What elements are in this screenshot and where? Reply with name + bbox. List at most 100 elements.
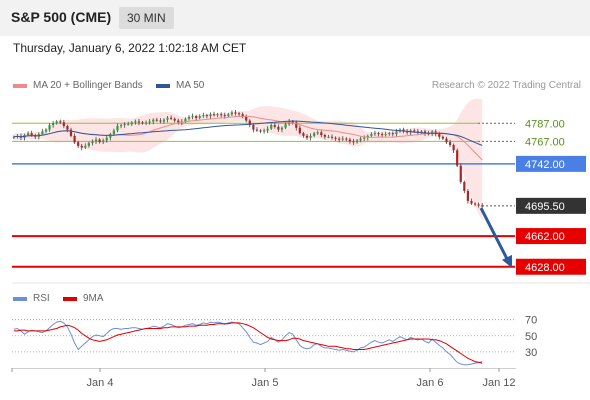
candle bbox=[316, 130, 319, 135]
candle-body bbox=[144, 122, 148, 124]
rsi-series-RSI bbox=[13, 320, 483, 366]
candle-body bbox=[338, 138, 341, 140]
candle-body bbox=[370, 134, 373, 136]
candle-body bbox=[391, 133, 394, 135]
candle-body bbox=[445, 138, 448, 143]
candle bbox=[102, 138, 105, 145]
candle bbox=[220, 112, 223, 118]
forecast-arrow-head bbox=[502, 254, 512, 268]
candle-body bbox=[62, 122, 65, 126]
candle bbox=[170, 115, 173, 121]
level-tag-4662.00 bbox=[516, 228, 586, 245]
candle bbox=[205, 113, 208, 119]
candle bbox=[216, 112, 219, 117]
candle bbox=[441, 135, 444, 140]
candle bbox=[112, 128, 116, 136]
candle bbox=[202, 112, 205, 118]
candle bbox=[227, 112, 230, 118]
candle-body bbox=[481, 205, 484, 207]
candle bbox=[98, 138, 101, 144]
legend-ma20-label: MA 20 + Bollinger Bands bbox=[33, 80, 143, 91]
candle bbox=[48, 123, 51, 132]
candle-body bbox=[248, 120, 251, 126]
candle bbox=[280, 126, 284, 133]
candle-body bbox=[438, 134, 441, 137]
candle-body bbox=[334, 137, 337, 139]
candle-body bbox=[305, 135, 309, 138]
candle bbox=[363, 135, 366, 141]
candle bbox=[255, 127, 259, 132]
candle-body bbox=[416, 131, 419, 133]
candle bbox=[134, 119, 137, 125]
legend-9ma-label: 9MA bbox=[83, 293, 104, 304]
legend-rsi: RSI bbox=[13, 293, 50, 304]
candle-body bbox=[187, 116, 191, 119]
candle-body bbox=[130, 122, 133, 125]
candle-body bbox=[245, 116, 248, 121]
candle bbox=[62, 119, 65, 129]
candle bbox=[341, 136, 344, 141]
candle-body bbox=[252, 125, 255, 130]
x-label-Jan 12: Jan 12 bbox=[482, 377, 515, 389]
candle-body bbox=[198, 116, 201, 118]
candle-body bbox=[80, 145, 83, 148]
candle-body bbox=[463, 181, 466, 191]
candle-body bbox=[127, 124, 130, 126]
candle bbox=[230, 110, 234, 117]
candle-body bbox=[191, 116, 194, 118]
candle bbox=[80, 143, 83, 151]
candle bbox=[73, 133, 76, 145]
candle-body bbox=[452, 144, 455, 151]
candle-body bbox=[280, 127, 284, 130]
candle-body bbox=[141, 122, 144, 124]
candle bbox=[69, 127, 73, 138]
candle bbox=[166, 115, 169, 123]
candle-body bbox=[388, 133, 391, 135]
candle-body bbox=[273, 125, 276, 127]
candle bbox=[105, 135, 108, 143]
candle-body bbox=[205, 115, 208, 117]
candle bbox=[391, 131, 394, 137]
candle bbox=[302, 131, 305, 138]
forecast-arrow-shaft bbox=[479, 207, 509, 260]
candle bbox=[334, 136, 337, 141]
candle bbox=[59, 119, 62, 125]
ma50-line bbox=[13, 120, 483, 146]
legend-9ma-swatch bbox=[63, 296, 77, 301]
candle bbox=[330, 134, 334, 140]
candle bbox=[270, 123, 273, 131]
level-label-4742.00: 4742.00 bbox=[525, 159, 565, 171]
x-label-Jan 5: Jan 5 bbox=[252, 377, 279, 389]
candle bbox=[123, 122, 126, 128]
candle bbox=[91, 139, 94, 146]
candle-body bbox=[313, 133, 316, 136]
candle bbox=[137, 119, 141, 126]
candle-body bbox=[159, 120, 162, 122]
candle bbox=[463, 180, 466, 194]
candle-body bbox=[298, 127, 301, 134]
candle bbox=[284, 122, 287, 130]
candle-body bbox=[41, 131, 44, 135]
candle-body bbox=[373, 133, 377, 135]
candle-body bbox=[402, 129, 405, 132]
candle bbox=[127, 121, 130, 126]
candle-body bbox=[320, 132, 323, 135]
candle bbox=[370, 132, 373, 138]
legend-rsi-swatch bbox=[13, 296, 27, 301]
candle-body bbox=[170, 117, 173, 119]
candle bbox=[466, 189, 470, 204]
legend-ma20-swatch bbox=[13, 83, 27, 88]
candle-body bbox=[12, 136, 15, 138]
candle bbox=[77, 140, 80, 149]
candle bbox=[44, 128, 48, 134]
candle-body bbox=[52, 123, 55, 126]
candle bbox=[473, 202, 477, 207]
timeframe-badge[interactable]: 30 MIN bbox=[119, 7, 174, 29]
candle-body bbox=[55, 121, 58, 124]
x-label-Jan 4: Jan 4 bbox=[87, 377, 114, 389]
candle bbox=[352, 138, 355, 145]
candle bbox=[152, 118, 155, 125]
candle-body bbox=[102, 140, 105, 143]
candle bbox=[252, 123, 255, 133]
candle-body bbox=[473, 203, 477, 205]
